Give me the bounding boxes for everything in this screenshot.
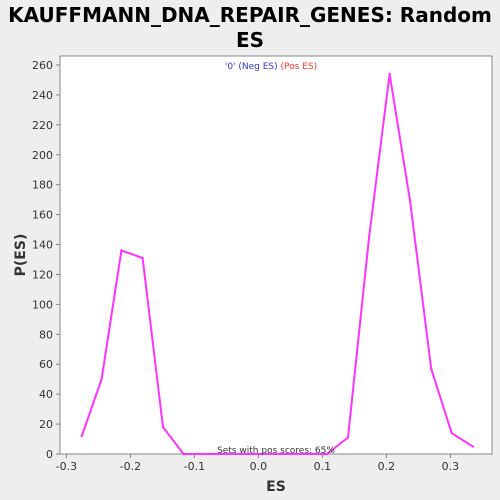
data-point [325,452,329,456]
data-point [161,425,165,429]
data-point [141,256,144,260]
y-tick-label: 120 [32,268,53,281]
y-tick-label: 60 [39,358,53,371]
y-tick-label: 240 [32,89,53,102]
data-point [100,377,103,381]
legend: '0' (Neg ES) (Pos ES) [225,62,317,72]
y-tick-label: 160 [32,209,53,222]
data-point [430,367,433,370]
data-point [182,452,185,456]
y-tick-label: 200 [32,149,53,162]
data-point [450,431,453,435]
x-axis: -0.3 -0.2 -0.1 0.0 0.1 0.2 0.3 [56,454,459,473]
x-tick-label: -0.2 [120,460,141,473]
y-tick-label: 100 [32,298,53,311]
data-point [367,235,371,239]
x-axis-label: ES [266,479,286,495]
plot-area [59,55,493,455]
data-point [202,452,206,456]
y-tick-label: 140 [32,239,53,252]
data-point [346,436,350,439]
data-point [471,445,474,448]
x-tick-label: 0.2 [378,460,396,473]
y-tick-label: 260 [32,59,53,72]
data-point [408,199,412,203]
y-axis: 0 20 40 60 80 100 120 140 160 180 200 220 240 260 [32,59,60,461]
data-point [388,72,391,76]
x-tick-label: -0.1 [184,460,205,473]
y-tick-label: 180 [32,179,53,192]
y-tick-label: 80 [39,328,53,341]
pos-scores-annotation: Sets with pos scores: 65% [217,446,335,456]
y-tick-label: 20 [39,418,53,431]
x-tick-label: 0.3 [442,460,460,473]
y-axis-label: P(ES) [13,234,29,277]
y-tick-label: 0 [46,448,53,461]
x-tick-label: 0.1 [314,460,332,473]
data-point [120,249,123,252]
y-tick-label: 220 [32,119,53,132]
x-tick-label: 0.0 [250,460,268,473]
chart-title-line1: KAUFFMANN_DNA_REPAIR_GENES: Random ES [8,3,492,52]
series-layer [80,72,474,456]
x-tick-label: -0.3 [56,460,77,473]
data-point [80,434,83,438]
y-tick-label: 40 [39,388,53,401]
legend-pos-es: (Pos ES) [281,62,318,72]
legend-neg-es: '0' (Neg ES) [225,62,278,72]
